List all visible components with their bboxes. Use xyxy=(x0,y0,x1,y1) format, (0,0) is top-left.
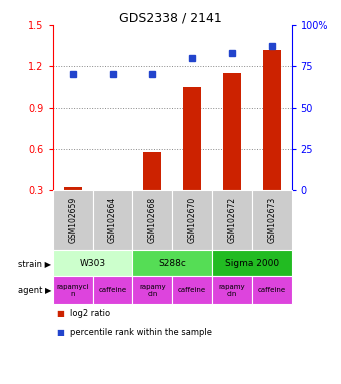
Text: GSM102659: GSM102659 xyxy=(68,197,77,243)
Text: GSM102670: GSM102670 xyxy=(188,197,197,243)
Text: Sigma 2000: Sigma 2000 xyxy=(225,258,279,268)
Text: caffeine: caffeine xyxy=(257,287,286,293)
Text: GSM102668: GSM102668 xyxy=(148,197,157,243)
Bar xyxy=(183,87,201,190)
Text: ■: ■ xyxy=(56,309,64,318)
Text: GDS2338 / 2141: GDS2338 / 2141 xyxy=(119,12,222,25)
Bar xyxy=(263,50,281,190)
Bar xyxy=(223,73,241,190)
Text: GSM102672: GSM102672 xyxy=(227,197,236,243)
Text: rapamy
cin: rapamy cin xyxy=(219,284,245,297)
Text: caffeine: caffeine xyxy=(178,287,206,293)
Text: agent ▶: agent ▶ xyxy=(18,286,51,295)
Text: ■: ■ xyxy=(56,328,64,338)
Text: W303: W303 xyxy=(79,258,106,268)
Text: percentile rank within the sample: percentile rank within the sample xyxy=(70,328,212,338)
Text: S288c: S288c xyxy=(158,258,186,268)
Bar xyxy=(64,187,82,190)
Text: rapamyci
n: rapamyci n xyxy=(57,284,89,297)
Text: rapamy
cin: rapamy cin xyxy=(139,284,166,297)
Text: GSM102664: GSM102664 xyxy=(108,197,117,243)
Text: GSM102673: GSM102673 xyxy=(267,197,276,243)
Text: strain ▶: strain ▶ xyxy=(18,258,51,268)
Text: log2 ratio: log2 ratio xyxy=(70,309,110,318)
Bar xyxy=(143,152,161,190)
Text: caffeine: caffeine xyxy=(99,287,127,293)
